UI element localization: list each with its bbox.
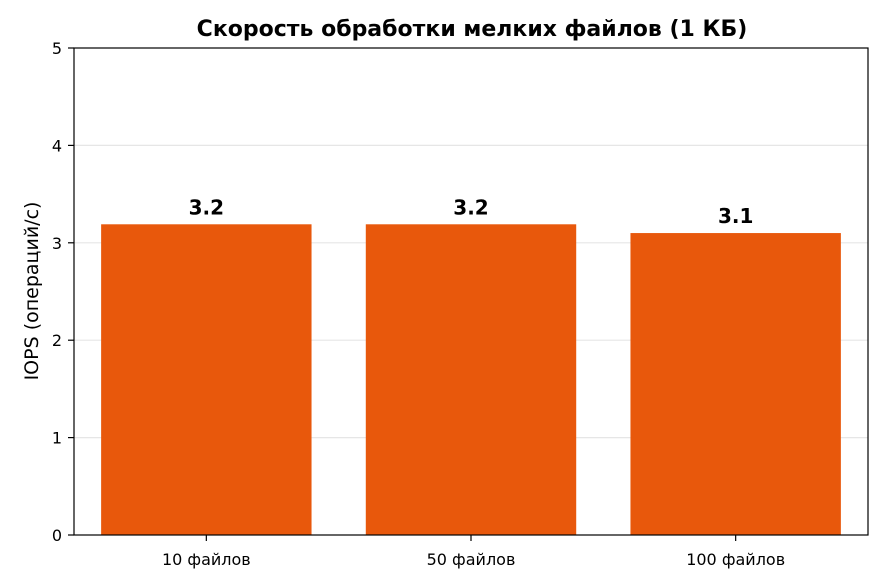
bars <box>101 224 841 535</box>
y-tick-label: 3 <box>52 234 62 253</box>
bar <box>101 224 312 535</box>
y-axis-label: IOPS (операций/с) <box>21 202 43 381</box>
x-tick-label: 10 файлов <box>162 550 251 569</box>
chart-title: Скорость обработки мелких файлов (1 КБ) <box>197 17 748 42</box>
x-tick-label: 50 файлов <box>427 550 516 569</box>
bar-data-label: 3.1 <box>718 204 753 228</box>
data-labels: 3.2 3.2 3.1 <box>189 195 754 228</box>
bar <box>630 233 841 535</box>
y-tick-label: 4 <box>52 136 62 155</box>
bar <box>365 224 577 535</box>
bar-data-label: 3.2 <box>189 195 224 219</box>
y-tick-label: 1 <box>52 429 62 448</box>
y-tick-label: 5 <box>52 39 62 58</box>
y-tick-label: 0 <box>52 526 62 545</box>
y-axis-ticks: 0 1 2 3 4 5 <box>52 39 74 545</box>
bar-data-label: 3.2 <box>453 195 488 219</box>
y-tick-label: 2 <box>52 331 62 350</box>
x-axis-ticks: 10 файлов 50 файлов 100 файлов <box>162 535 785 569</box>
x-tick-label: 100 файлов <box>686 550 785 569</box>
